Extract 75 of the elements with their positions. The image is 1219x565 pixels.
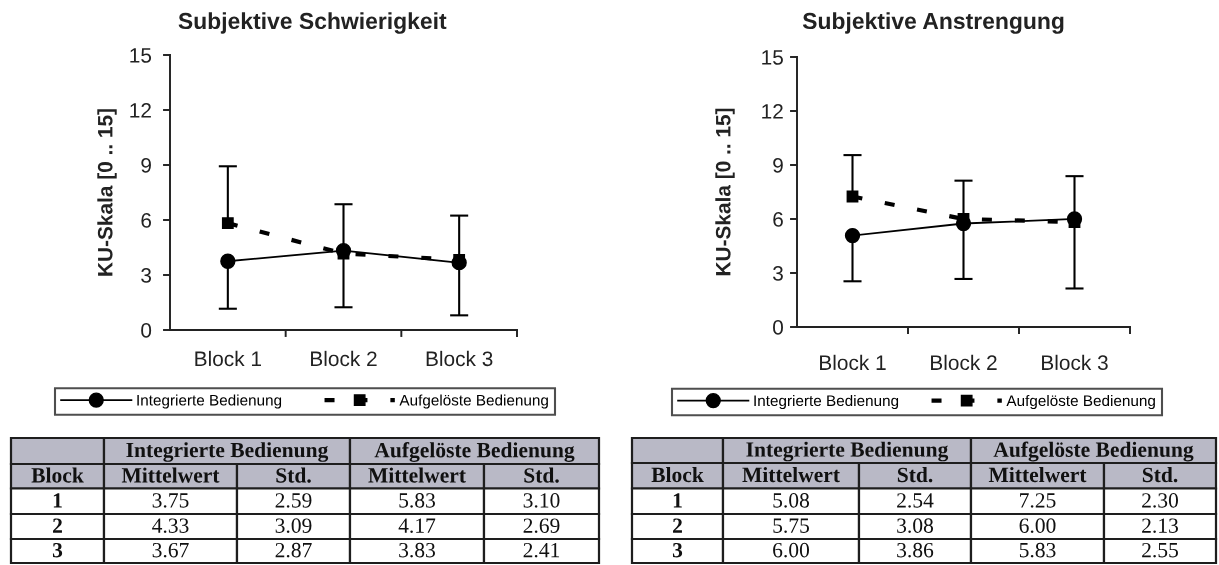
text: 2 xyxy=(53,518,62,533)
text: Integrierte Bedienung xyxy=(126,442,329,462)
y-tick-label: 6 xyxy=(141,213,152,228)
text: 3.86 xyxy=(897,542,934,558)
text: 3.08 xyxy=(897,518,934,533)
text: Mittelwert xyxy=(368,467,466,483)
text: 2.13 xyxy=(1142,518,1178,533)
y-axis-title: KU-Skala [0 .. 15] xyxy=(97,109,117,276)
text: Mittelwert xyxy=(121,467,220,483)
y-tick-label: 0 xyxy=(773,320,783,335)
text: 5.75 xyxy=(773,518,809,533)
x-tick-label: Block 3 xyxy=(426,350,493,367)
text: 4.33 xyxy=(152,518,189,533)
text: 2.41 xyxy=(523,542,560,558)
x-tick-label: Block 1 xyxy=(820,354,886,371)
text: Block xyxy=(651,466,704,483)
x-tick-label: Block 3 xyxy=(1042,354,1108,371)
text: 1 xyxy=(53,493,62,508)
text: 2 xyxy=(673,518,682,533)
text: 2.69 xyxy=(523,518,560,533)
legend-label: Integrierte Bedienung xyxy=(137,394,282,409)
text: Mittelwert xyxy=(742,466,840,483)
text: Aufgelöste Bedienung xyxy=(993,441,1194,462)
text: Mittelwert xyxy=(988,466,1087,483)
text: 6.00 xyxy=(773,542,810,558)
text: 1 xyxy=(673,493,682,508)
x-tick-label: Block 1 xyxy=(195,350,261,367)
text: 3.75 xyxy=(152,493,189,508)
text: 3.83 xyxy=(399,542,435,558)
point xyxy=(844,227,861,244)
text: Std. xyxy=(276,467,311,483)
y-tick-label: 12 xyxy=(130,103,151,118)
text: 2.54 xyxy=(897,493,934,508)
point xyxy=(221,217,234,230)
text: Integrierte Bedienung xyxy=(746,441,949,462)
text: 2.30 xyxy=(1142,493,1179,508)
text: Std. xyxy=(1142,466,1178,483)
y-tick-label: 0 xyxy=(141,323,152,338)
text: 7.25 xyxy=(1020,493,1056,508)
y-tick-label: 15 xyxy=(762,50,783,65)
y-tick-label: 6 xyxy=(773,212,783,227)
text: 3 xyxy=(672,542,683,558)
chart-title: Subjektive Anstrengung xyxy=(802,12,1064,34)
legend-label: Aufgelöste Bedienung xyxy=(399,394,548,409)
y-tick-label: 3 xyxy=(141,268,152,283)
text: Aufgelöste Bedienung xyxy=(374,442,575,462)
text: 2.59 xyxy=(275,493,312,508)
y-tick-label: 9 xyxy=(141,158,151,173)
text: 4.17 xyxy=(398,518,436,533)
y-tick-label: 3 xyxy=(773,266,783,281)
text: Block xyxy=(31,467,84,483)
text: 6.00 xyxy=(1019,518,1056,533)
point xyxy=(451,255,467,271)
chart-title: Subjektive Schwierigkeit xyxy=(178,12,447,34)
text: 3 xyxy=(52,542,63,558)
text: Std. xyxy=(524,467,559,483)
text: 3.67 xyxy=(152,542,189,558)
x-tick-label: Block 2 xyxy=(311,350,377,367)
text: 5.83 xyxy=(1019,542,1056,558)
y-tick-label: 9 xyxy=(773,158,783,173)
point xyxy=(220,253,236,269)
legend-label: Integrierte Bedienung xyxy=(754,394,899,410)
text: 2.87 xyxy=(275,542,312,558)
y-tick-label: 15 xyxy=(130,48,152,63)
legend-label: Aufgelöste Bedienung xyxy=(1006,394,1155,410)
text: 3.10 xyxy=(523,493,560,508)
y-tick-label: 12 xyxy=(762,104,783,119)
x-tick-label: Block 2 xyxy=(931,354,997,371)
text: Std. xyxy=(897,466,933,483)
text: 5.08 xyxy=(773,493,810,508)
y-axis-title: KU-Skala [0 .. 15] xyxy=(715,108,735,276)
text: 5.83 xyxy=(399,493,435,508)
point xyxy=(1066,211,1083,227)
text: 2.55 xyxy=(1142,542,1178,558)
text: 3.09 xyxy=(275,518,312,533)
